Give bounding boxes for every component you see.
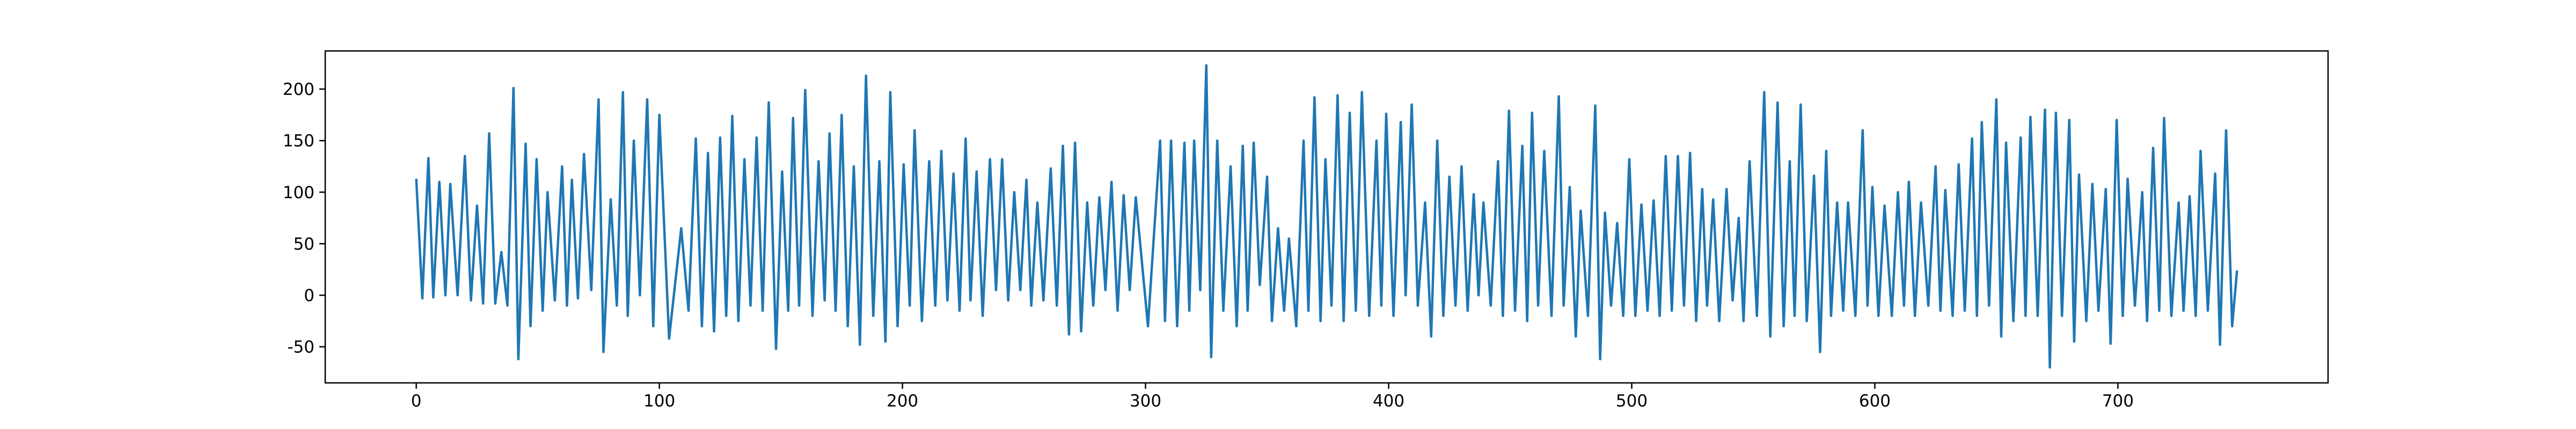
x-tick-label: 400 bbox=[1373, 391, 1404, 411]
x-tick-label: 100 bbox=[643, 391, 675, 411]
y-tick-label: 0 bbox=[304, 286, 314, 306]
y-tick-label: 200 bbox=[283, 80, 314, 99]
x-tick-label: 200 bbox=[887, 391, 918, 411]
y-tick-label: 100 bbox=[283, 183, 314, 202]
y-tick-label: 150 bbox=[283, 131, 314, 151]
x-tick-label: 300 bbox=[1130, 391, 1161, 411]
x-tick-label: 600 bbox=[1859, 391, 1891, 411]
x-tick-label: 0 bbox=[411, 391, 422, 411]
x-tick-label: 500 bbox=[1616, 391, 1648, 411]
x-tick-label: 700 bbox=[2102, 391, 2134, 411]
y-tick-label: -50 bbox=[287, 338, 314, 357]
axes-frame bbox=[324, 50, 2329, 384]
data-line bbox=[415, 64, 2238, 369]
y-tick-label: 50 bbox=[294, 234, 314, 254]
